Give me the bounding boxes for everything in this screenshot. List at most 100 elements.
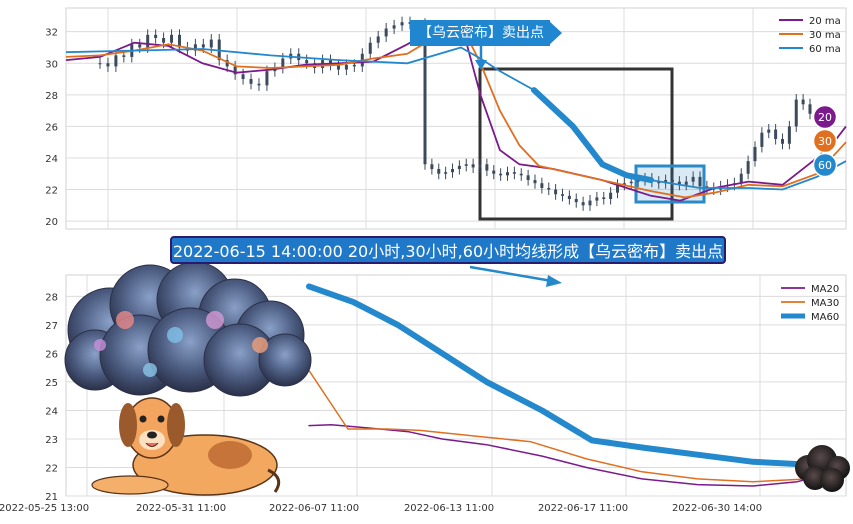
candle-body xyxy=(512,172,516,174)
dog-eye-right xyxy=(157,415,165,423)
candle-body xyxy=(423,23,427,165)
candle-body xyxy=(352,64,356,67)
bottom-y-tick-label: 22 xyxy=(45,463,58,474)
bottom-series-line-MA20 xyxy=(308,423,846,487)
top-y-tick-label: 28 xyxy=(45,91,58,102)
top-legend-label: 60 ma xyxy=(809,44,841,55)
candle-body xyxy=(471,164,475,168)
dog-spot xyxy=(208,441,252,469)
top-y-tick-label: 24 xyxy=(45,154,58,165)
candle-body xyxy=(106,63,110,67)
candle-body xyxy=(609,192,613,200)
candle-body xyxy=(177,34,181,48)
candle-body xyxy=(485,164,489,171)
candle-body xyxy=(671,180,674,182)
top-legend: 20 ma 30 ma 60 ma xyxy=(779,16,841,55)
bottom-y-tick-label: 26 xyxy=(45,349,58,360)
candle-body xyxy=(344,64,348,70)
candle-body xyxy=(154,34,158,38)
candle-body xyxy=(657,181,661,184)
signal-banner: 2022-06-15 14:00:00 20小时,30小时,60小时均线形成【乌… xyxy=(170,236,726,264)
candle-body xyxy=(305,60,309,64)
dog-icon xyxy=(91,397,281,496)
candle-body xyxy=(233,66,237,75)
candle-body xyxy=(368,42,372,54)
ma-badge-30 xyxy=(812,128,838,154)
dog-ear-right xyxy=(167,403,185,447)
bottom-series-group xyxy=(306,283,846,487)
bottom-legend-label: MA30 xyxy=(811,298,839,309)
candle-body xyxy=(146,34,150,48)
candle-body xyxy=(636,180,640,182)
top-y-tick-label: 22 xyxy=(45,186,58,197)
candle-body xyxy=(257,83,261,86)
candle-body xyxy=(225,60,229,67)
candle-body xyxy=(451,169,454,173)
candle-body xyxy=(739,173,743,184)
dog-ear-left xyxy=(119,403,137,447)
highlight-box-dark xyxy=(478,67,674,221)
candle-body xyxy=(209,39,213,48)
candle-body xyxy=(98,63,102,65)
candle-body xyxy=(794,99,798,127)
cloud-highlight xyxy=(252,337,268,353)
candle-body xyxy=(162,37,166,43)
ma-badge-label: 20 xyxy=(818,111,832,124)
candle-body xyxy=(533,180,537,184)
candle-body xyxy=(540,183,544,188)
cloud-highlight xyxy=(116,311,134,329)
candle-body xyxy=(376,36,380,43)
ma-badge-20 xyxy=(812,104,838,130)
candle-body xyxy=(457,165,461,170)
banner-pointer-shaft xyxy=(469,265,553,283)
top-y-tick-label: 32 xyxy=(45,28,58,39)
candle-body xyxy=(622,183,626,185)
candle-body xyxy=(554,189,558,195)
callout-arrow-tip xyxy=(548,20,562,46)
candle-body xyxy=(249,79,253,84)
candle-body xyxy=(430,164,434,170)
bottom-x-tick-label: 2022-06-30 14:00 xyxy=(672,503,762,514)
candle-body xyxy=(506,172,509,176)
banner-pointer-head xyxy=(546,275,562,287)
ma-badge-label: 60 xyxy=(818,159,832,172)
cloud-highlight xyxy=(143,363,157,377)
candle-body xyxy=(677,181,681,185)
candle-body xyxy=(437,169,441,174)
top-legend-label: 30 ma xyxy=(809,30,841,41)
dog-muzzle xyxy=(139,430,165,450)
bottom-x-tick-label: 2022-06-13 11:00 xyxy=(404,503,494,514)
cloud-puff xyxy=(258,333,312,387)
candle-body xyxy=(138,44,142,48)
sell-point-callout: 【乌云密布】卖出点 xyxy=(410,20,550,46)
candle-body xyxy=(193,44,197,51)
bottom-series-line-MA30 xyxy=(308,369,846,483)
dark-cloud-icon xyxy=(795,445,850,492)
candle-body xyxy=(684,181,688,185)
cloud-highlight xyxy=(167,327,183,343)
candle-body xyxy=(281,58,285,68)
dog-front-paws xyxy=(91,475,169,495)
candle-body xyxy=(400,22,404,26)
candle-body xyxy=(753,146,757,162)
dog-tail xyxy=(267,468,281,493)
candle-body xyxy=(602,197,606,200)
candle-body xyxy=(746,161,750,174)
candle-body xyxy=(241,74,245,80)
candle-body xyxy=(787,126,791,144)
bottom-x-tick-label: 2022-06-17 11:00 xyxy=(538,503,628,514)
candle-body xyxy=(595,197,599,201)
candle-body xyxy=(170,34,174,43)
candle-body xyxy=(698,176,702,187)
candle-body xyxy=(444,172,448,174)
candle-body xyxy=(519,173,523,176)
bottom-series-line-MA60 xyxy=(306,283,846,468)
candle-body xyxy=(588,200,592,206)
candle-body xyxy=(774,129,778,140)
candle-body xyxy=(781,139,784,144)
candle-body xyxy=(201,44,205,48)
candle-body xyxy=(801,99,805,105)
candle-body xyxy=(336,64,340,70)
candle-body xyxy=(526,175,530,181)
